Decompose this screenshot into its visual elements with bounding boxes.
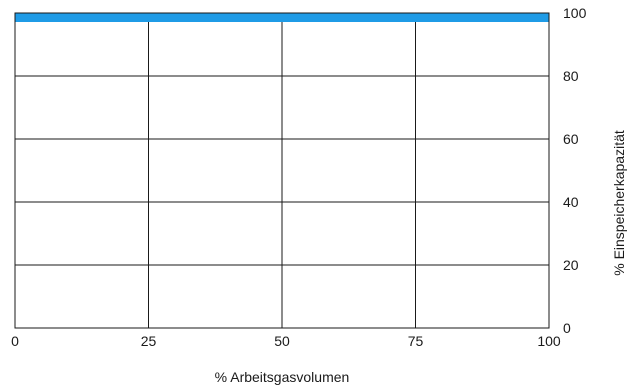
y-tick-label: 100 bbox=[563, 5, 587, 21]
y-tick-label: 40 bbox=[563, 194, 579, 210]
x-tick-label: 100 bbox=[537, 333, 561, 349]
y-axis-label: % Einspeicherkapazität bbox=[611, 130, 627, 276]
y-tick-label: 20 bbox=[563, 257, 579, 273]
x-tick-label: 75 bbox=[408, 333, 424, 349]
y-tick-label: 0 bbox=[563, 320, 571, 336]
y-tick-labels: 0 20 40 60 80 100 bbox=[563, 5, 587, 336]
y-tick-label: 80 bbox=[563, 68, 579, 84]
plot-frame bbox=[14, 12, 550, 329]
grid bbox=[15, 13, 549, 328]
x-tick-label: 0 bbox=[11, 333, 19, 349]
x-axis-label: % Arbeitsgasvolumen bbox=[215, 369, 350, 385]
series-layer bbox=[15, 13, 549, 22]
x-tick-label: 25 bbox=[141, 333, 157, 349]
series-band bbox=[15, 13, 549, 22]
y-tick-label: 60 bbox=[563, 131, 579, 147]
x-tick-label: 50 bbox=[274, 333, 290, 349]
x-tick-labels: 0 25 50 75 100 bbox=[11, 333, 561, 349]
